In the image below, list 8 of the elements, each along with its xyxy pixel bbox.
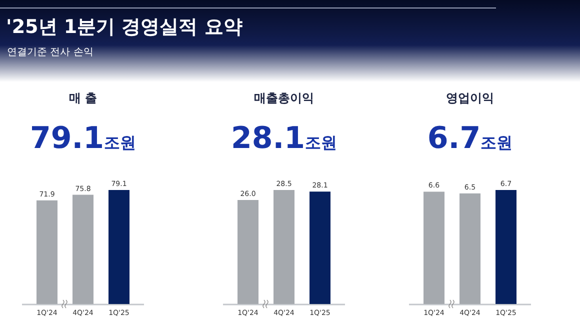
chart-title: 영업이익	[446, 91, 494, 105]
text: 연결기준 전사 손익	[7, 47, 94, 58]
chart-title: 매 출	[68, 91, 98, 105]
text: '25년 1분기 경영실적 요약	[6, 16, 242, 38]
chart-subtitle: 6.7조원	[427, 121, 513, 156]
chart-title: 매출총이익	[254, 91, 314, 105]
chart-subtitle: 79.1조원	[30, 121, 136, 156]
chart-subtitle: 28.1조원	[230, 121, 338, 156]
